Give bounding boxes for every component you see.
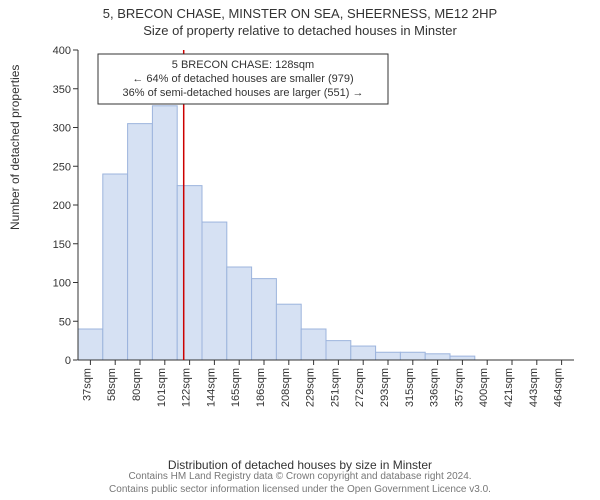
histogram-bar: [177, 186, 202, 360]
x-tick-label: 336sqm: [429, 368, 441, 407]
x-tick-label: 101sqm: [156, 368, 168, 407]
histogram-bar: [128, 124, 153, 360]
histogram-bar: [202, 222, 227, 360]
annotation-line: 36% of semi-detached houses are larger (…: [123, 87, 364, 99]
attribution-line-2: Contains public sector information licen…: [0, 484, 600, 497]
x-tick-label: 208sqm: [280, 368, 292, 407]
svg-text:300: 300: [53, 123, 71, 135]
annotation-line: 5 BRECON CHASE: 128sqm: [172, 59, 314, 71]
x-tick-label: 58sqm: [106, 368, 118, 401]
histogram-bar: [301, 329, 326, 360]
page-title: 5, BRECON CHASE, MINSTER ON SEA, SHEERNE…: [0, 0, 600, 21]
x-tick-label: 186sqm: [255, 368, 267, 407]
histogram-bar: [78, 329, 103, 360]
x-tick-label: 165sqm: [230, 368, 242, 407]
y-axis-label: Number of detached properties: [8, 65, 22, 230]
histogram-bar: [276, 304, 301, 360]
x-tick-label: 251sqm: [329, 368, 341, 407]
attribution-text: Contains HM Land Registry data © Crown c…: [0, 471, 600, 496]
svg-text:0: 0: [65, 355, 71, 367]
svg-text:400: 400: [53, 45, 71, 57]
svg-text:150: 150: [53, 239, 71, 251]
histogram-bar: [376, 352, 401, 360]
annotation-line: ← 64% of detached houses are smaller (97…: [132, 73, 353, 85]
svg-text:50: 50: [59, 316, 71, 328]
x-tick-label: 293sqm: [379, 368, 391, 407]
x-tick-label: 400sqm: [478, 368, 490, 407]
x-tick-label: 37sqm: [81, 368, 93, 401]
x-tick-label: 229sqm: [305, 368, 317, 407]
histogram-bar: [450, 356, 475, 360]
histogram-bar: [326, 341, 351, 360]
svg-text:200: 200: [53, 200, 71, 212]
x-tick-label: 315sqm: [404, 368, 416, 407]
x-tick-label: 272sqm: [354, 368, 366, 407]
histogram-bar: [227, 267, 252, 360]
histogram-bar: [425, 354, 450, 360]
histogram-bar: [103, 174, 128, 360]
histogram-bar: [252, 279, 277, 360]
svg-text:350: 350: [53, 84, 71, 96]
chart-container: 0 50 100 150 200 250 300 350 400 37sqm 58sqm 80sqm 1…: [48, 44, 580, 420]
x-tick-label: 464sqm: [553, 368, 565, 407]
x-axis-label: Distribution of detached houses by size …: [0, 458, 600, 472]
page-subtitle: Size of property relative to detached ho…: [0, 21, 600, 38]
histogram-bar: [351, 346, 376, 360]
x-tick-label: 357sqm: [453, 368, 465, 407]
x-tick-label: 144sqm: [205, 368, 217, 407]
attribution-line-1: Contains HM Land Registry data © Crown c…: [0, 471, 600, 484]
x-tick-label: 421sqm: [503, 368, 515, 407]
x-tick-label: 443sqm: [528, 368, 540, 407]
x-tick-label: 80sqm: [131, 368, 143, 401]
svg-text:100: 100: [53, 278, 71, 290]
svg-text:250: 250: [53, 161, 71, 173]
x-tick-label: 122sqm: [181, 368, 193, 407]
histogram-chart: 0 50 100 150 200 250 300 350 400 37sqm 58sqm 80sqm 1…: [48, 44, 580, 420]
histogram-bar: [400, 352, 425, 360]
histogram-bar: [152, 106, 177, 360]
